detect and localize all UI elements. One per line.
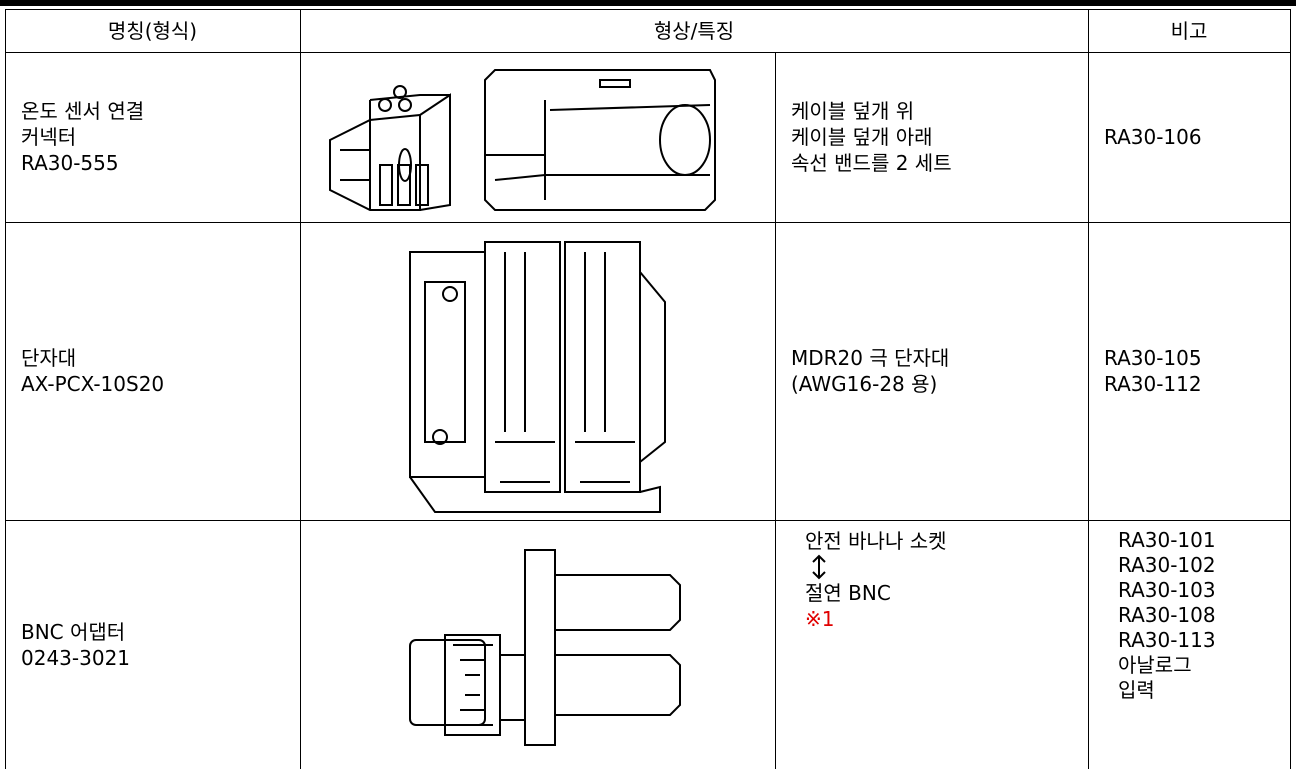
description-line: 속선 밴드를 2 세트 xyxy=(791,151,952,175)
rule xyxy=(5,520,1291,521)
connector-image xyxy=(329,69,716,211)
double-arrow xyxy=(812,554,826,580)
description-line: 케이블 덮개 아래 xyxy=(791,125,933,149)
rule xyxy=(1088,9,1089,769)
remark-line: RA30-102 xyxy=(1118,553,1216,577)
header-cell: 형상/특징 xyxy=(653,18,735,43)
name-line: AX-PCX-10S20 xyxy=(21,372,165,396)
description-line: 절연 BNC xyxy=(805,581,891,605)
description-cell: 케이블 덮개 위 케이블 덮개 아래 속선 밴드를 2 세트 xyxy=(775,52,1088,222)
remark-line: RA30-101 xyxy=(1118,528,1216,552)
rule xyxy=(5,9,1291,10)
name-cell: 온도 센서 연결 커넥터 RA30-555 xyxy=(5,52,300,222)
remark-line: RA30-112 xyxy=(1104,372,1202,396)
name-line: 0243-3021 xyxy=(21,645,131,670)
remarks-cell: RA30-101 RA30-102 RA30-103 RA30-108 RA30-113… xyxy=(1088,520,1290,769)
bnc-adapter-image xyxy=(409,549,681,746)
remark-line: RA30-103 xyxy=(1118,578,1216,602)
remark-line: 입력 xyxy=(1118,678,1155,702)
note: ※1 xyxy=(805,607,835,631)
remark-line: RA30-113 xyxy=(1118,628,1216,652)
description-line: MDR20 극 단자대 xyxy=(791,346,950,370)
remark-line: RA30-106 xyxy=(1104,125,1202,149)
description-line: (AWG16-28 용) xyxy=(791,372,938,396)
rule xyxy=(775,52,776,769)
name-cell: 단자대 AX-PCX-10S20 xyxy=(5,222,300,520)
header-cell: 명칭(형식) xyxy=(107,18,198,43)
rule xyxy=(300,9,301,769)
remarks-cell: RA30-106 xyxy=(1088,52,1290,222)
rule xyxy=(1290,9,1291,769)
rule xyxy=(5,222,1291,223)
rule xyxy=(5,52,1291,53)
name-line: 온도 센서 연결 xyxy=(21,99,145,123)
top-border xyxy=(0,0,1296,6)
terminal-block-image xyxy=(409,241,666,513)
remark-line: RA30-108 xyxy=(1118,603,1216,627)
header-cell: 비고 xyxy=(1170,18,1208,43)
remark-line: 아날로그 xyxy=(1118,653,1192,677)
description-line: 안전 바나나 소켓 xyxy=(805,529,947,553)
description-cell: MDR20 극 단자대 (AWG16-28 용) xyxy=(775,222,1088,520)
description-line: 케이블 덮개 위 xyxy=(791,99,915,123)
name-line: RA30-555 xyxy=(21,151,119,175)
name-line: 단자대 xyxy=(21,346,77,370)
name-line: 커넥터 xyxy=(21,125,77,149)
rule xyxy=(5,9,6,769)
remark-line: RA30-105 xyxy=(1104,346,1202,370)
name-line: BNC 어댑터 xyxy=(21,619,126,644)
name-cell: BNC 어댑터 0243-3021 xyxy=(5,520,300,769)
remarks-cell: RA30-105 RA30-112 xyxy=(1088,222,1290,520)
